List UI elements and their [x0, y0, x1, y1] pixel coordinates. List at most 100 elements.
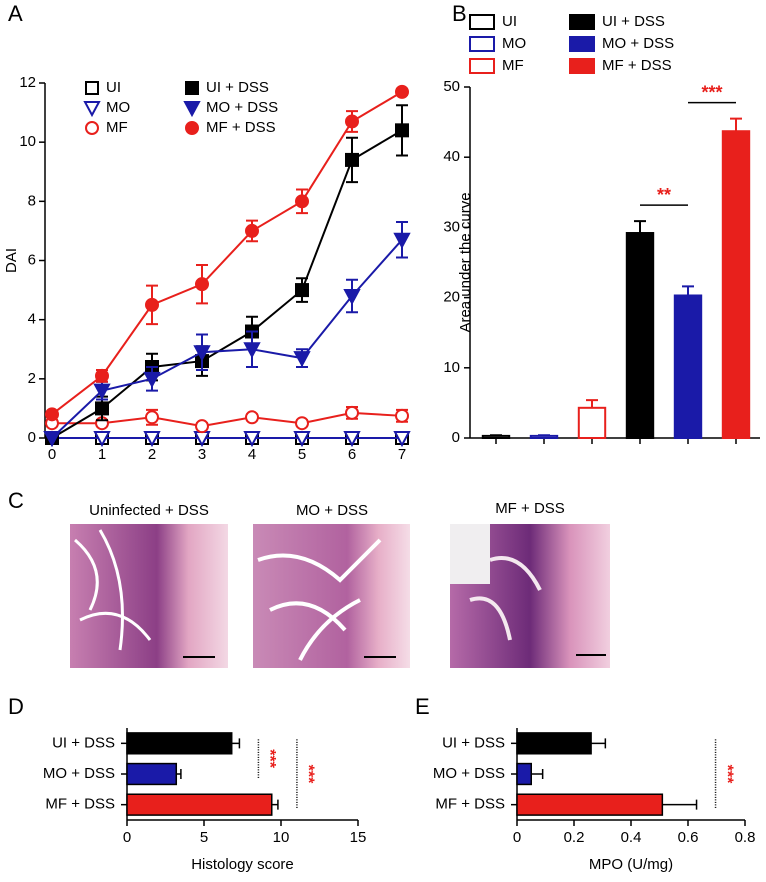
- error-bar: [662, 799, 698, 810]
- point: [43, 431, 61, 448]
- legend-label: MF + DSS: [602, 57, 672, 74]
- bar: [516, 762, 532, 786]
- legend-marker: [83, 101, 101, 118]
- x-axis-label: MPO (U/mg): [589, 856, 673, 873]
- bar: [577, 406, 607, 439]
- x-tick-label: 5: [298, 446, 306, 463]
- point: [393, 232, 411, 249]
- legend-label: UI: [106, 79, 121, 96]
- point: [243, 342, 261, 359]
- point: [195, 277, 209, 292]
- point: [395, 408, 409, 423]
- image-caption: MO + DSS: [296, 502, 368, 519]
- y-axis-label: DAI: [3, 248, 20, 273]
- point: [345, 405, 359, 420]
- x-tick-label: 5: [200, 829, 208, 846]
- bar: [126, 732, 233, 755]
- y-tick-label: UI + DSS: [52, 734, 115, 751]
- point: [295, 416, 309, 431]
- y-tick-label: 2: [28, 370, 36, 387]
- point: [343, 289, 361, 306]
- legend-swatch: [569, 36, 595, 52]
- y-tick-label: MF + DSS: [45, 796, 115, 813]
- legend-marker: [183, 101, 201, 118]
- histology-panel: C Uninfected + DSS MO + DSS MF + DSS: [8, 488, 610, 668]
- y-tick-label: 10: [19, 133, 36, 150]
- legend-label: UI: [502, 13, 517, 30]
- point: [95, 368, 109, 383]
- significance-label: ***: [718, 765, 735, 784]
- point: [245, 410, 259, 425]
- x-tick-label: 7: [398, 446, 406, 463]
- legend-swatch: [469, 14, 495, 30]
- point: [395, 123, 409, 138]
- bar: [516, 732, 592, 755]
- y-tick-label: 0: [452, 429, 460, 446]
- error-bar: [730, 117, 742, 132]
- point: [295, 283, 309, 298]
- point: [293, 351, 311, 368]
- legend-label: MO: [106, 99, 130, 116]
- error-bar: [682, 285, 694, 296]
- x-tick-label: 0.6: [678, 829, 699, 846]
- x-tick-label: 0.2: [564, 829, 585, 846]
- x-tick-label: 2: [148, 446, 156, 463]
- error-bar: [634, 220, 646, 234]
- point: [395, 84, 409, 99]
- bar: [516, 793, 664, 816]
- point: [193, 345, 211, 362]
- point: [343, 431, 361, 448]
- series-line: [51, 239, 403, 439]
- y-tick-label: 20: [443, 289, 460, 306]
- error-bar: [176, 769, 182, 779]
- bar: [126, 793, 273, 816]
- y-tick-label: 8: [28, 192, 36, 209]
- significance-label: ***: [300, 765, 317, 784]
- x-tick-label: 0.4: [621, 829, 642, 846]
- x-tick-label: 10: [273, 829, 290, 846]
- x-tick-label: 3: [198, 446, 206, 463]
- panel-label: A: [8, 1, 23, 26]
- image-caption: Uninfected + DSS: [89, 502, 209, 519]
- x-tick-label: 0: [48, 446, 56, 463]
- y-tick-label: 30: [443, 218, 460, 235]
- x-axis-label: Histology score: [191, 856, 294, 873]
- series-line: [51, 129, 403, 439]
- y-tick-label: 4: [28, 311, 36, 328]
- significance-label: ***: [701, 82, 722, 102]
- x-tick-label: 0: [123, 829, 131, 846]
- point: [345, 114, 359, 129]
- x-tick-label: 15: [350, 829, 367, 846]
- legend-marker: [185, 81, 199, 95]
- point: [45, 407, 59, 422]
- x-tick-label: 4: [248, 446, 256, 463]
- panel-label: D: [8, 694, 24, 719]
- point: [93, 383, 111, 400]
- significance-label: ***: [261, 749, 278, 768]
- y-tick-label: 12: [19, 74, 36, 91]
- image-caption: MF + DSS: [495, 500, 565, 517]
- legend-label: MO + DSS: [602, 35, 674, 52]
- legend-swatch: [569, 58, 595, 74]
- point: [143, 371, 161, 388]
- series-line: [52, 411, 403, 428]
- x-tick-label: 6: [348, 446, 356, 463]
- bar: [625, 232, 655, 439]
- x-tick-label: 0: [513, 829, 521, 846]
- point: [195, 419, 209, 434]
- bar: [673, 294, 703, 439]
- panel-label: E: [415, 694, 430, 719]
- y-tick-label: UI + DSS: [442, 734, 505, 751]
- panel-label: B: [452, 1, 467, 26]
- error-bar: [271, 799, 279, 810]
- legend-marker: [185, 121, 199, 135]
- bar: [481, 434, 511, 440]
- y-tick-label: 40: [443, 148, 460, 165]
- bar: [721, 130, 751, 439]
- error-bar: [231, 738, 241, 749]
- legend-label: MF: [106, 119, 128, 136]
- legend-label: UI + DSS: [206, 79, 269, 96]
- point: [245, 223, 259, 238]
- legend-label: MF + DSS: [206, 119, 276, 136]
- point: [143, 431, 161, 448]
